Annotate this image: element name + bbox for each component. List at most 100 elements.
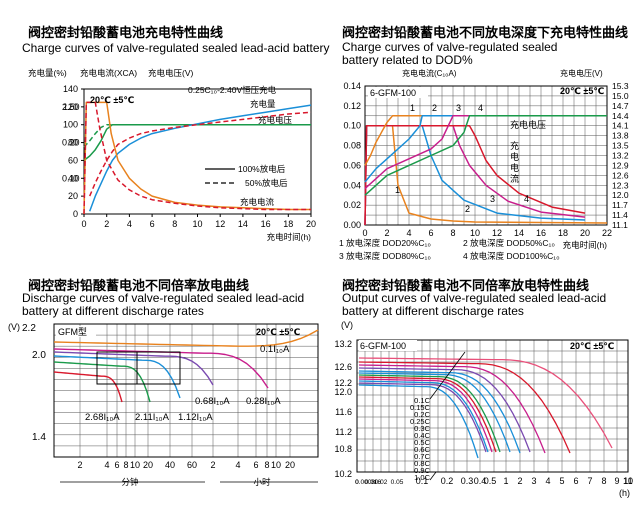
p4-xtick: 0.0008 bbox=[355, 479, 375, 486]
p3-rate-label-2: 0.68I₁₀A bbox=[195, 396, 230, 407]
p2-ytick-right: 13.2 bbox=[612, 151, 629, 161]
p4-xtick: 1 bbox=[503, 476, 508, 486]
p3-series-3 bbox=[53, 355, 181, 399]
p2-ytick-right: 11.7 bbox=[612, 200, 628, 210]
p2-ytick-right: 15.0 bbox=[612, 91, 629, 101]
p4-xtick: 6 bbox=[573, 476, 578, 486]
p1-series-5 bbox=[83, 101, 311, 215]
p3-ytick: 1.4 bbox=[32, 432, 46, 443]
p3-ytick: 2.2 bbox=[22, 323, 36, 334]
p3-rate-label-3: 1.12I₁₀A bbox=[178, 412, 213, 423]
p3-rate-label-4: 2.11I₁₀A bbox=[135, 412, 170, 423]
p1-xtick-label: 6 bbox=[150, 219, 155, 229]
p2-curve-num-3b: 3 bbox=[456, 103, 461, 113]
p2-ytick-right: 11.4 bbox=[612, 210, 628, 220]
p1-ylabel-charge: 充电量(%) bbox=[28, 68, 67, 78]
p3-rate-label-0: 0.1I₁₀A bbox=[260, 344, 290, 355]
p2-label-current-char: 充 bbox=[510, 140, 519, 151]
p4-xtick: 4 bbox=[545, 476, 550, 486]
p4-xtick: 0.4 bbox=[474, 476, 487, 486]
p4-xtick: 8 bbox=[601, 476, 606, 486]
p4-model-bg bbox=[359, 340, 417, 351]
p4-rate-label: 0.5C bbox=[414, 438, 430, 447]
p1-plot-frame bbox=[83, 88, 312, 215]
p4-xtick: 9 bbox=[614, 476, 619, 486]
p1-xtick-label: 8 bbox=[172, 219, 177, 229]
p4-xtick: 7 bbox=[587, 476, 592, 486]
p4-xtick: 0.016 bbox=[365, 479, 382, 486]
panel1-title-zh: 阀控密封铅酸蓄电池充电特性曲线 bbox=[28, 26, 224, 41]
p3-xtick: 20 bbox=[143, 460, 153, 470]
p4-xtick: 0.3 bbox=[461, 476, 474, 486]
p1-ylabel-voltage: 充电电压(V) bbox=[148, 68, 194, 78]
p4-rate-label: 0.7C bbox=[414, 452, 430, 461]
p1-ytick-label: 20 bbox=[68, 191, 78, 201]
p2-ylabel-right: 充电电压(V) bbox=[560, 68, 603, 78]
p3-temp: 20℃ ±5℃ bbox=[256, 327, 300, 337]
p4-xtick: 10 bbox=[623, 476, 633, 486]
p3-xtick: 4 bbox=[104, 460, 109, 470]
panel3-title-zh: 阀控密封铅酸蓄电池不同倍率放电曲线 bbox=[28, 279, 250, 294]
p4-series-11 bbox=[358, 384, 479, 459]
p2-xtick: 4 bbox=[406, 228, 411, 238]
p3-model-bg bbox=[56, 326, 96, 337]
p4-rate-label: 0.4C bbox=[414, 431, 430, 440]
p2-series-4 bbox=[364, 115, 607, 166]
p2-legend-4: 4 放电深度 DOD100%C₁₀ bbox=[463, 251, 560, 261]
p2-label-voltage: 充电电压 bbox=[510, 119, 546, 130]
panel4-title-zh: 阀控密封铅酸蓄电池不同倍率放电特性曲线 bbox=[342, 279, 590, 294]
p1-xtick-label: 2 bbox=[104, 219, 109, 229]
p2-label-current-char: 流 bbox=[510, 173, 519, 184]
p3-series-2 bbox=[53, 351, 214, 386]
p2-xtick: 2 bbox=[384, 228, 389, 238]
p1-ytick-cur-label: 2.50 bbox=[62, 102, 80, 112]
p2-ytick-right: 13.8 bbox=[612, 131, 629, 141]
p4-series-0 bbox=[358, 357, 613, 449]
p2-ytick-right: 12.0 bbox=[612, 190, 629, 200]
p2-curve-num-2b: 2 bbox=[432, 103, 437, 113]
p2-xtick: 0 bbox=[362, 228, 367, 238]
p4-rate-label: 1.0C bbox=[414, 473, 430, 482]
p3-rate-label-1: 0.28I₁₀A bbox=[246, 396, 281, 407]
p3-series-4 bbox=[53, 361, 151, 403]
p1-ytick-cur-label: 0.20 bbox=[62, 138, 80, 148]
p2-legend-2: 2 放电深度 DOD50%C₁₀ bbox=[463, 238, 555, 248]
p2-curve-num-2: 2 bbox=[465, 204, 470, 214]
p2-model: 6-GFM-100 bbox=[370, 88, 416, 98]
p4-series-2 bbox=[358, 364, 546, 454]
p4-temp: 20℃ ±5℃ bbox=[570, 341, 614, 351]
p1-ytick-cur-label: 0.10 bbox=[62, 173, 80, 183]
p2-label-current-char: 电 bbox=[510, 162, 519, 173]
p2-ytick-right: 12.9 bbox=[612, 160, 629, 170]
p3-xunit-hr: 小时 bbox=[253, 477, 271, 487]
p1-series-4 bbox=[83, 101, 311, 215]
p2-ytick-left: 0.14 bbox=[343, 81, 361, 91]
p4-ytick: 11.6 bbox=[335, 407, 352, 417]
p4-leader bbox=[429, 471, 437, 481]
p4-xtick: 0 bbox=[355, 479, 359, 486]
p4-xtick: 0.1 bbox=[416, 476, 429, 486]
panel2-title-zh: 阀控密封铅酸蓄电池不同放电深度下充电特性曲线 bbox=[342, 26, 629, 41]
p2-temp: 20℃ ±5℃ bbox=[560, 86, 604, 96]
panel4-title-en2: battery at different discharge rates bbox=[342, 304, 524, 318]
p2-ytick-right: 14.7 bbox=[612, 101, 629, 111]
p4-series-10 bbox=[358, 382, 487, 453]
p2-ytick-right: 12.6 bbox=[612, 170, 629, 180]
p4-rate-label: 0.25C bbox=[410, 417, 431, 426]
p4-rate-label: 0.9C bbox=[414, 466, 430, 475]
p2-xtick: 22 bbox=[602, 228, 612, 238]
p2-model-bg bbox=[368, 87, 428, 98]
p4-series-9 bbox=[358, 380, 489, 453]
p4-ytick: 12.6 bbox=[334, 362, 352, 372]
p2-xtick: 10 bbox=[470, 228, 480, 238]
p3-xtick: 8 bbox=[123, 460, 128, 470]
p2-legend-3: 3 放电深度 DOD80%C₁₀ bbox=[339, 251, 431, 261]
p2-series-7 bbox=[364, 115, 607, 196]
panel2-title-en2: battery related to DOD% bbox=[342, 53, 473, 67]
p2-ytick-left: 0.04 bbox=[343, 180, 361, 190]
p4-ytick: 11.2 bbox=[335, 427, 352, 437]
p4-ytick: 13.2 bbox=[334, 339, 352, 349]
p2-curve-num-1b: 1 bbox=[410, 103, 415, 113]
p2-series-5 bbox=[364, 115, 607, 183]
